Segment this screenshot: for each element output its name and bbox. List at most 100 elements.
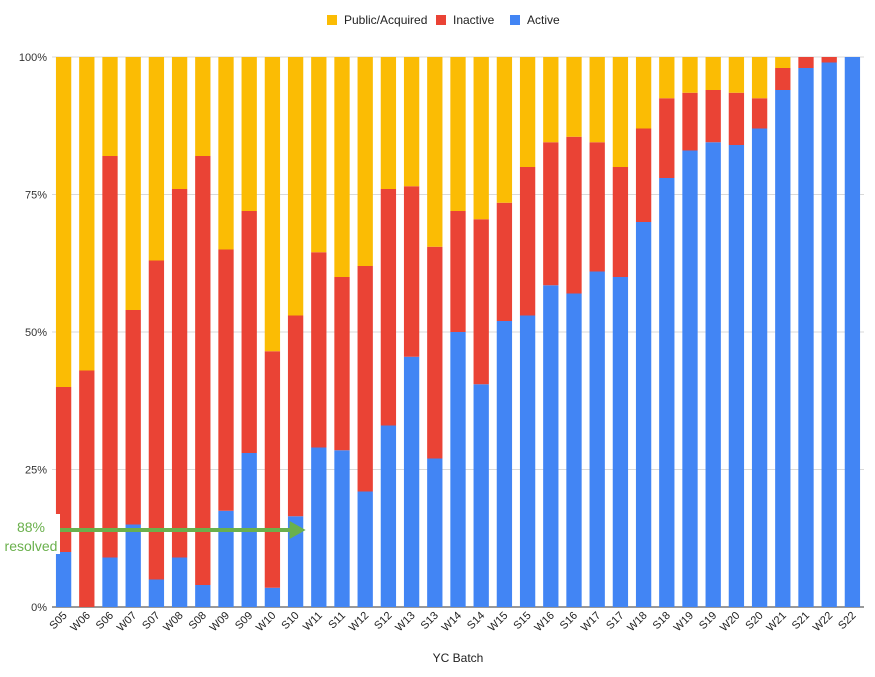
- bar-inactive-s11: [334, 277, 350, 451]
- bar-public-acquired-w07: [125, 57, 141, 310]
- bar-inactive-s06: [102, 156, 118, 558]
- x-tick-label: S17: [604, 610, 626, 632]
- bar-active-s05: [55, 552, 72, 607]
- bar-inactive-w08: [171, 189, 188, 558]
- x-tick-label: S07: [140, 610, 162, 632]
- y-axis-ticks: 0% 25% 50% 75% 100%: [19, 52, 47, 614]
- bar-inactive-s18: [659, 98, 675, 178]
- bar-active-w14: [450, 332, 466, 607]
- bar-active-w16: [543, 285, 559, 607]
- bar-public-acquired-w12: [357, 57, 373, 266]
- bar-public-acquired-s12: [380, 57, 397, 189]
- bar-public-acquired-w11: [311, 57, 327, 253]
- bar-public-acquired-s15: [519, 57, 536, 167]
- x-tick-label: S05: [47, 610, 69, 632]
- bar-inactive-w07: [125, 310, 141, 525]
- bar-active-w15: [496, 321, 513, 607]
- annotation-arrow-head: [289, 521, 306, 539]
- bar-active-s11: [334, 450, 350, 607]
- x-tick-label: S08: [187, 610, 209, 632]
- annotation-backdrop: [0, 514, 60, 554]
- x-tick-label: W11: [301, 610, 325, 634]
- bar-inactive-w10: [264, 351, 281, 588]
- bar-active-w20: [728, 145, 745, 607]
- bar-inactive-s20: [751, 98, 768, 129]
- bar-inactive-w14: [450, 211, 466, 332]
- bar-public-acquired-w20: [728, 57, 745, 93]
- bar-active-w21: [775, 90, 791, 607]
- bar-inactive-s05: [55, 387, 72, 552]
- bar-active-s17: [612, 277, 629, 607]
- x-tick-label: W12: [347, 610, 371, 634]
- x-tick-label: W06: [68, 610, 92, 634]
- bar-inactive-s15: [519, 167, 536, 316]
- x-tick-label: S10: [279, 610, 301, 632]
- bar-active-s06: [102, 557, 118, 607]
- bar-active-w07: [125, 524, 141, 607]
- bar-inactive-w21: [775, 68, 791, 90]
- y-tick-label: 75%: [25, 190, 47, 202]
- bar-inactive-w13: [403, 186, 420, 357]
- bar-active-s18: [659, 178, 675, 607]
- bar-inactive-w19: [682, 92, 698, 151]
- legend: Public/Acquired Inactive Active: [327, 13, 560, 27]
- y-tick-label: 0%: [31, 602, 47, 614]
- bar-active-w17: [589, 271, 605, 607]
- bar-inactive-w22: [821, 57, 837, 63]
- x-tick-label: S09: [233, 610, 255, 632]
- x-tick-label: W16: [532, 610, 556, 634]
- bar-active-w10: [264, 587, 281, 607]
- legend-label: Public/Acquired: [344, 13, 427, 27]
- bar-active-s19: [705, 142, 721, 607]
- bar-public-acquired-s17: [612, 57, 629, 167]
- bar-inactive-w11: [311, 252, 327, 448]
- bar-inactive-s16: [566, 136, 582, 294]
- x-tick-label: S16: [558, 610, 580, 632]
- bar-inactive-s08: [195, 156, 211, 585]
- bar-inactive-w12: [357, 266, 373, 492]
- bar-inactive-w17: [589, 142, 605, 272]
- bar-public-acquired-s10: [287, 57, 304, 316]
- bar-public-acquired-w08: [171, 57, 188, 189]
- x-tick-label: W18: [625, 610, 649, 634]
- bar-public-acquired-s20: [751, 57, 768, 99]
- x-tick-label: W15: [486, 610, 510, 634]
- x-tick-label: W08: [161, 610, 185, 634]
- x-tick-label: S13: [419, 610, 441, 632]
- bar-active-w09: [218, 510, 234, 607]
- legend-label: Active: [527, 13, 560, 27]
- bar-inactive-s17: [612, 167, 629, 277]
- annotation: 88% resolved: [0, 514, 306, 554]
- x-tick-label: S12: [372, 610, 394, 632]
- bar-inactive-w09: [218, 249, 234, 511]
- bar-inactive-s12: [380, 189, 397, 426]
- x-tick-label: W17: [579, 610, 603, 634]
- bar-active-w13: [403, 356, 420, 607]
- bar-public-acquired-w15: [496, 57, 513, 203]
- bar-inactive-w06: [79, 370, 95, 607]
- bar-active-w11: [311, 447, 327, 607]
- bar-public-acquired-s09: [241, 57, 257, 211]
- bar-active-s20: [751, 128, 768, 607]
- x-tick-label: S20: [743, 610, 765, 632]
- bar-public-acquired-w18: [635, 57, 652, 129]
- bar-public-acquired-s13: [427, 57, 443, 247]
- bar-public-acquired-s16: [566, 57, 582, 137]
- x-tick-label: S14: [465, 610, 487, 632]
- bar-inactive-w15: [496, 202, 513, 321]
- bar-active-s13: [427, 458, 443, 607]
- bar-inactive-s09: [241, 211, 257, 453]
- bar-inactive-s13: [427, 246, 443, 459]
- bar-public-acquired-s19: [705, 57, 721, 90]
- bar-public-acquired-s06: [102, 57, 118, 156]
- x-tick-label: W13: [393, 610, 417, 634]
- x-axis-title: YC Batch: [433, 651, 484, 665]
- bar-inactive-w20: [728, 92, 745, 145]
- y-tick-label: 25%: [25, 465, 47, 477]
- bar-inactive-w18: [635, 128, 652, 222]
- bar-public-acquired-w10: [264, 57, 281, 352]
- x-tick-label: W07: [115, 610, 139, 634]
- bar-public-acquired-w19: [682, 57, 698, 93]
